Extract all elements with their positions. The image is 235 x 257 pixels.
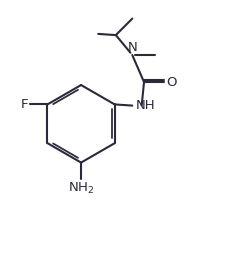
Text: F: F xyxy=(20,98,28,111)
Text: NH$_2$: NH$_2$ xyxy=(68,181,94,196)
Text: NH: NH xyxy=(136,99,155,112)
Text: O: O xyxy=(166,76,176,89)
Text: N: N xyxy=(127,41,137,54)
